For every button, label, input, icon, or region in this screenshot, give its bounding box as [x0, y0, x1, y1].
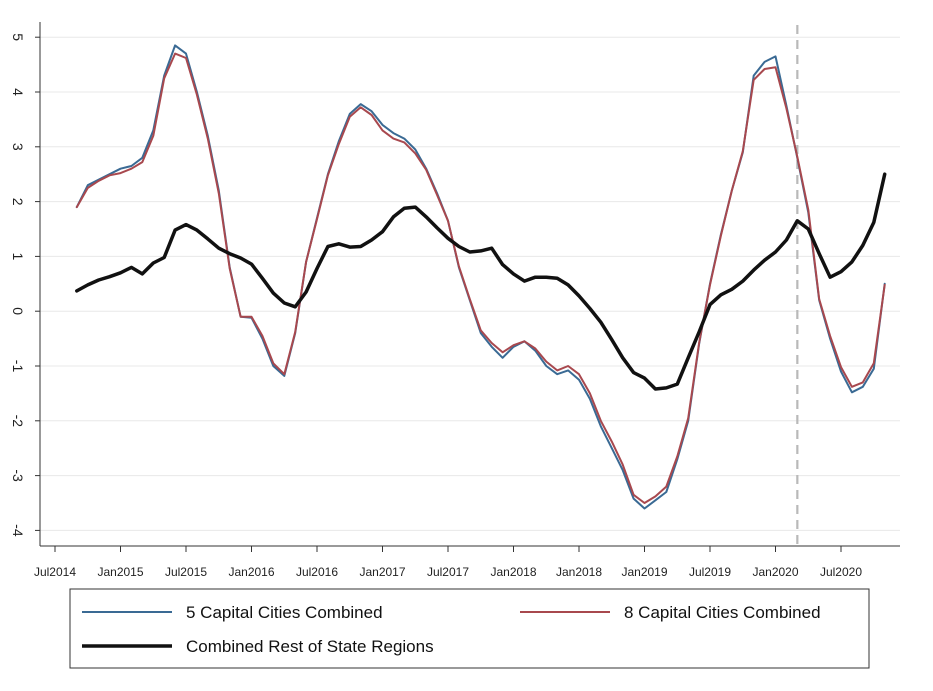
y-tick-label: 0	[10, 307, 26, 315]
legend-label-rest-of-state: Combined Rest of State Regions	[186, 637, 434, 656]
axes	[39, 22, 900, 547]
x-tick-label: Jan2019	[621, 565, 667, 579]
x-tick-label: Jul2014	[34, 565, 76, 579]
y-tick-label: 3	[10, 143, 26, 151]
x-tick-label: Jul2016	[296, 565, 338, 579]
series-line-2	[75, 52, 886, 504]
x-axis-ticks: Jul2014 Jan2015 Jul2015 Jan2016 Jul2016 Jan20…	[34, 546, 862, 579]
x-tick-label: Jul2020	[820, 565, 862, 579]
x-tick-label: Jul2015	[165, 565, 207, 579]
y-axis-ticks: 5 4 3 2 1 0 -1 -2 -3 -4	[10, 33, 40, 537]
series-line-1	[75, 44, 886, 510]
y-tick-label: -3	[10, 469, 26, 482]
grid-lines	[40, 36, 900, 531]
series-line-3	[75, 172, 887, 391]
y-tick-label: 5	[10, 33, 26, 41]
x-tick-label: Jan2018	[490, 565, 536, 579]
x-tick-label: Jul2017	[427, 565, 469, 579]
x-tick-label: Jan2018	[556, 565, 602, 579]
series-lines	[75, 44, 887, 510]
x-tick-label: Jan2016	[228, 565, 274, 579]
x-tick-label: Jul2019	[689, 565, 731, 579]
y-tick-label: 4	[10, 88, 26, 96]
legend-box	[69, 588, 870, 669]
legend-label-8-capital: 8 Capital Cities Combined	[624, 603, 821, 622]
legend-label-5-capital: 5 Capital Cities Combined	[186, 603, 383, 622]
y-tick-label: -2	[10, 415, 26, 428]
y-tick-label: 2	[10, 198, 26, 206]
legend: 5 Capital Cities Combined 8 Capital Citi…	[69, 588, 870, 669]
y-tick-label: -1	[10, 360, 26, 373]
x-tick-label: Jan2015	[97, 565, 143, 579]
x-tick-label: Jan2020	[752, 565, 798, 579]
y-tick-label: -4	[10, 524, 26, 537]
x-tick-label: Jan2017	[359, 565, 405, 579]
y-tick-label: 1	[10, 253, 26, 261]
